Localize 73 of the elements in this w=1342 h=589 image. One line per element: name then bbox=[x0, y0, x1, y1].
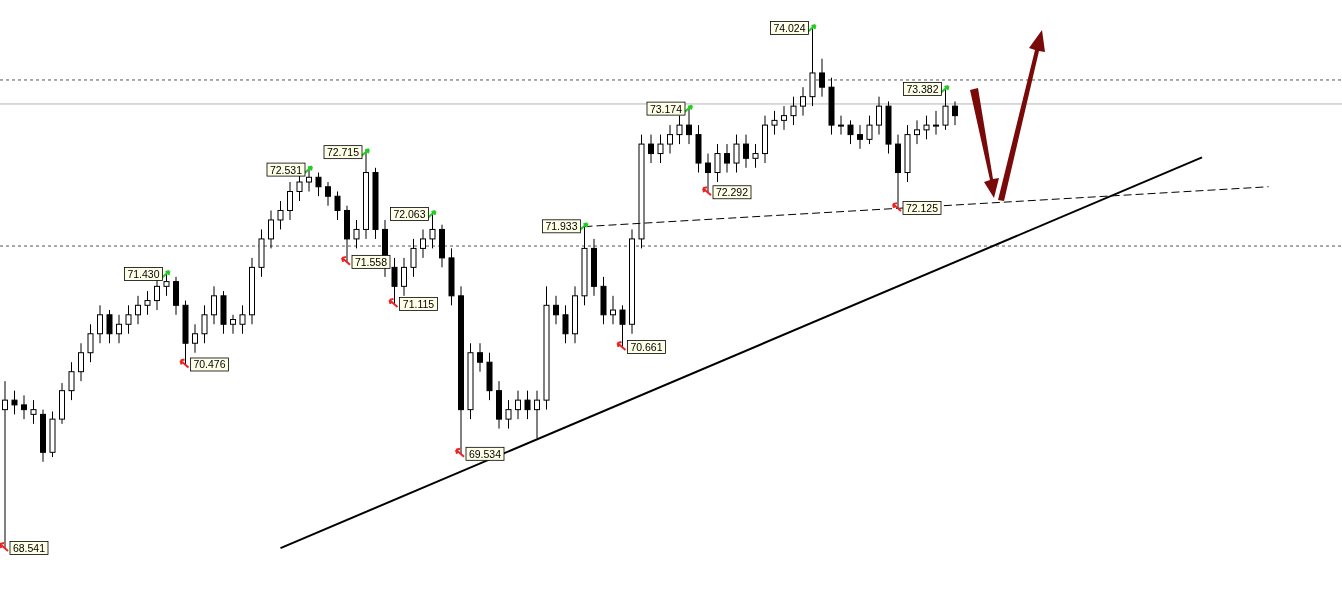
candlestick bbox=[410, 238, 417, 278]
candlestick bbox=[524, 390, 531, 420]
annotation: 73.382 bbox=[906, 82, 939, 95]
annotation: 71.115 bbox=[402, 297, 435, 310]
candlestick bbox=[11, 390, 18, 415]
candlestick bbox=[144, 290, 151, 316]
candlestick bbox=[800, 86, 806, 117]
candlestick bbox=[933, 110, 939, 136]
candlestick bbox=[106, 309, 113, 344]
candlestick bbox=[135, 295, 141, 325]
candlestick bbox=[68, 361, 75, 401]
candlestick bbox=[477, 342, 483, 373]
candlestick bbox=[239, 304, 246, 335]
candlestick bbox=[553, 295, 559, 325]
annotation: 72.715 bbox=[326, 146, 360, 159]
candlestick bbox=[116, 314, 122, 344]
annotation: 72.292 bbox=[715, 186, 749, 199]
candlestick bbox=[515, 390, 521, 420]
candlestick bbox=[325, 181, 331, 207]
candlestick bbox=[771, 110, 778, 136]
candlestick bbox=[211, 285, 217, 325]
annotation: 71.430 bbox=[127, 268, 160, 281]
candlestick bbox=[125, 304, 132, 335]
candlestick bbox=[315, 172, 322, 197]
annotation: 70.476 bbox=[193, 358, 226, 371]
annotation: 70.661 bbox=[630, 340, 663, 353]
candlestick bbox=[857, 124, 863, 150]
candlestick bbox=[743, 134, 749, 169]
candlestick bbox=[781, 105, 787, 131]
candlestick bbox=[876, 96, 882, 136]
candlestick bbox=[790, 96, 797, 126]
candlestick bbox=[819, 58, 825, 98]
annotation: 73.174 bbox=[649, 102, 683, 115]
candlestick bbox=[268, 209, 274, 249]
candlestick bbox=[334, 191, 341, 221]
candlestick bbox=[724, 143, 730, 174]
annotation: 72.063 bbox=[393, 207, 426, 220]
annotation: 74.024 bbox=[773, 22, 806, 34]
candlestick bbox=[287, 181, 293, 221]
annotation: 69.534 bbox=[468, 447, 502, 460]
candlestick bbox=[838, 115, 844, 136]
annotation: 68.541 bbox=[12, 542, 46, 554]
candlestick bbox=[914, 119, 920, 145]
annotation: 72.531 bbox=[269, 163, 303, 176]
candlestick bbox=[21, 394, 27, 420]
candlestick bbox=[667, 124, 673, 155]
candlestick bbox=[714, 143, 721, 183]
candlestick bbox=[201, 304, 208, 344]
candlestick bbox=[192, 323, 198, 354]
candlestick bbox=[420, 228, 426, 259]
candlestick bbox=[277, 200, 284, 230]
annotation: 71.558 bbox=[354, 255, 388, 268]
candlestick bbox=[752, 143, 759, 169]
annotation: 72.125 bbox=[905, 202, 939, 215]
candlestick bbox=[97, 304, 103, 344]
candlestick bbox=[562, 304, 569, 344]
candlestick bbox=[923, 115, 930, 140]
candlestick bbox=[648, 134, 654, 164]
candlestick bbox=[733, 134, 740, 174]
annotation: 71.933 bbox=[545, 220, 578, 233]
candlestick bbox=[505, 399, 512, 430]
candlestick bbox=[847, 119, 854, 145]
candlestick bbox=[30, 399, 37, 425]
candlestick bbox=[78, 342, 84, 382]
candlestick bbox=[866, 115, 873, 145]
candlestick bbox=[353, 219, 360, 249]
candlestick bbox=[534, 390, 540, 439]
candlestick bbox=[87, 323, 94, 363]
candlestick bbox=[952, 100, 958, 126]
candlestick bbox=[230, 314, 236, 335]
candlestick bbox=[173, 276, 179, 316]
candlestick bbox=[657, 134, 664, 164]
candlestick bbox=[610, 295, 616, 325]
